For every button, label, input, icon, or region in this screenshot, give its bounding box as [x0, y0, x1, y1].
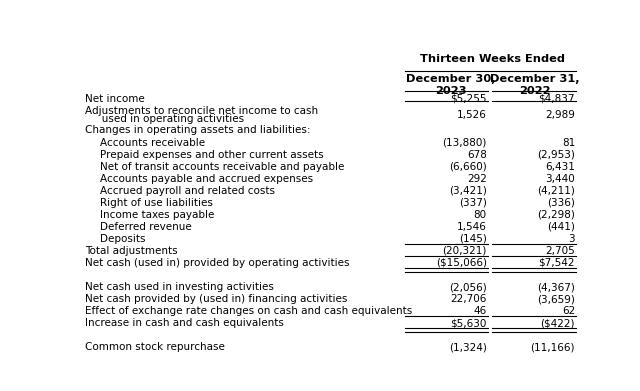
- Text: Changes in operating assets and liabilities:: Changes in operating assets and liabilit…: [85, 126, 310, 136]
- Text: Net cash (used in) provided by operating activities: Net cash (used in) provided by operating…: [85, 258, 349, 268]
- Text: Net of transit accounts receivable and payable: Net of transit accounts receivable and p…: [100, 161, 344, 172]
- Text: (3,421): (3,421): [449, 186, 486, 196]
- Text: (6,660): (6,660): [449, 161, 486, 172]
- Text: (145): (145): [459, 234, 486, 244]
- Text: Total adjustments: Total adjustments: [85, 246, 177, 256]
- Text: (441): (441): [547, 222, 575, 232]
- Text: Net cash provided by (used in) financing activities: Net cash provided by (used in) financing…: [85, 294, 348, 304]
- Text: (4,211): (4,211): [537, 186, 575, 196]
- Text: Thirteen Weeks Ended: Thirteen Weeks Ended: [420, 54, 565, 65]
- Text: 3: 3: [568, 234, 575, 244]
- Text: (337): (337): [459, 198, 486, 208]
- Text: Accrued payroll and related costs: Accrued payroll and related costs: [100, 186, 275, 196]
- Text: $5,255: $5,255: [450, 93, 486, 104]
- Text: Accounts payable and accrued expenses: Accounts payable and accrued expenses: [100, 174, 313, 184]
- Text: 81: 81: [562, 138, 575, 147]
- Text: 2,705: 2,705: [545, 246, 575, 256]
- Text: $4,837: $4,837: [538, 93, 575, 104]
- Text: 292: 292: [467, 174, 486, 184]
- Text: 678: 678: [467, 150, 486, 160]
- Text: ($15,066): ($15,066): [436, 258, 486, 268]
- Text: Adjustments to reconcile net income to cash: Adjustments to reconcile net income to c…: [85, 106, 318, 116]
- Text: (2,298): (2,298): [537, 210, 575, 220]
- Text: 1,526: 1,526: [457, 110, 486, 120]
- Text: Right of use liabilities: Right of use liabilities: [100, 198, 212, 208]
- Text: (4,367): (4,367): [537, 282, 575, 292]
- Text: (13,880): (13,880): [442, 138, 486, 147]
- Text: used in operating activities: used in operating activities: [92, 114, 244, 124]
- Text: Common stock repurchase: Common stock repurchase: [85, 342, 225, 352]
- Text: Accounts receivable: Accounts receivable: [100, 138, 205, 147]
- Text: Deposits: Deposits: [100, 234, 145, 244]
- Text: Income taxes payable: Income taxes payable: [100, 210, 214, 220]
- Text: Effect of exchange rate changes on cash and cash equivalents: Effect of exchange rate changes on cash …: [85, 306, 412, 316]
- Text: (3,659): (3,659): [537, 294, 575, 304]
- Text: (336): (336): [547, 198, 575, 208]
- Text: 46: 46: [474, 306, 486, 316]
- Text: Net income: Net income: [85, 93, 145, 104]
- Text: 3,440: 3,440: [545, 174, 575, 184]
- Text: December 31,
2022: December 31, 2022: [490, 74, 580, 97]
- Text: (11,166): (11,166): [531, 342, 575, 352]
- Text: Prepaid expenses and other current assets: Prepaid expenses and other current asset…: [100, 150, 323, 160]
- Text: $5,630: $5,630: [451, 318, 486, 328]
- Text: 62: 62: [562, 306, 575, 316]
- Text: 22,706: 22,706: [451, 294, 486, 304]
- Text: Deferred revenue: Deferred revenue: [100, 222, 191, 232]
- Text: (2,953): (2,953): [537, 150, 575, 160]
- Text: 2,989: 2,989: [545, 110, 575, 120]
- Text: Net cash used in investing activities: Net cash used in investing activities: [85, 282, 274, 292]
- Text: (2,056): (2,056): [449, 282, 486, 292]
- Text: Increase in cash and cash equivalents: Increase in cash and cash equivalents: [85, 318, 284, 328]
- Text: 6,431: 6,431: [545, 161, 575, 172]
- Text: 80: 80: [474, 210, 486, 220]
- Text: December 30,
2023: December 30, 2023: [406, 74, 495, 97]
- Text: ($422): ($422): [541, 318, 575, 328]
- Text: 1,546: 1,546: [457, 222, 486, 232]
- Text: (20,321): (20,321): [442, 246, 486, 256]
- Text: (1,324): (1,324): [449, 342, 486, 352]
- Text: $7,542: $7,542: [538, 258, 575, 268]
